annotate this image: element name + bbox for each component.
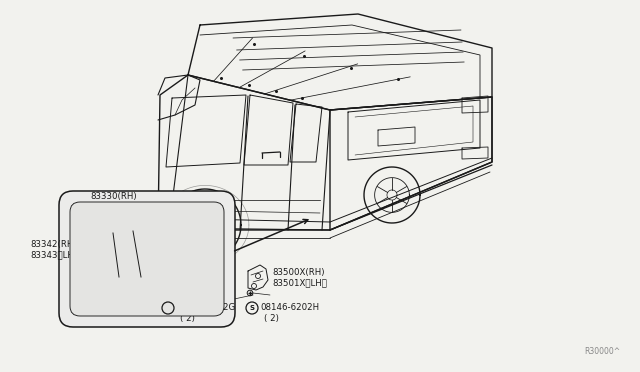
FancyBboxPatch shape (70, 202, 224, 316)
Text: 08911-1062G: 08911-1062G (176, 304, 236, 312)
Text: 83342(RH): 83342(RH) (30, 240, 77, 248)
Text: 83330(RH): 83330(RH) (90, 192, 136, 201)
Text: 83500X(RH): 83500X(RH) (272, 267, 324, 276)
Text: R30000^: R30000^ (584, 347, 620, 356)
FancyBboxPatch shape (59, 191, 235, 327)
Text: 83331〈LH〉: 83331〈LH〉 (90, 202, 139, 212)
Text: S: S (250, 305, 255, 311)
Text: ( 2): ( 2) (180, 314, 195, 323)
Text: N: N (165, 305, 171, 311)
Text: 83343〈LH〉: 83343〈LH〉 (30, 250, 79, 260)
Text: 08146-6202H: 08146-6202H (260, 304, 319, 312)
Text: ( 2): ( 2) (264, 314, 279, 323)
Text: 83501X〈LH〉: 83501X〈LH〉 (272, 279, 327, 288)
